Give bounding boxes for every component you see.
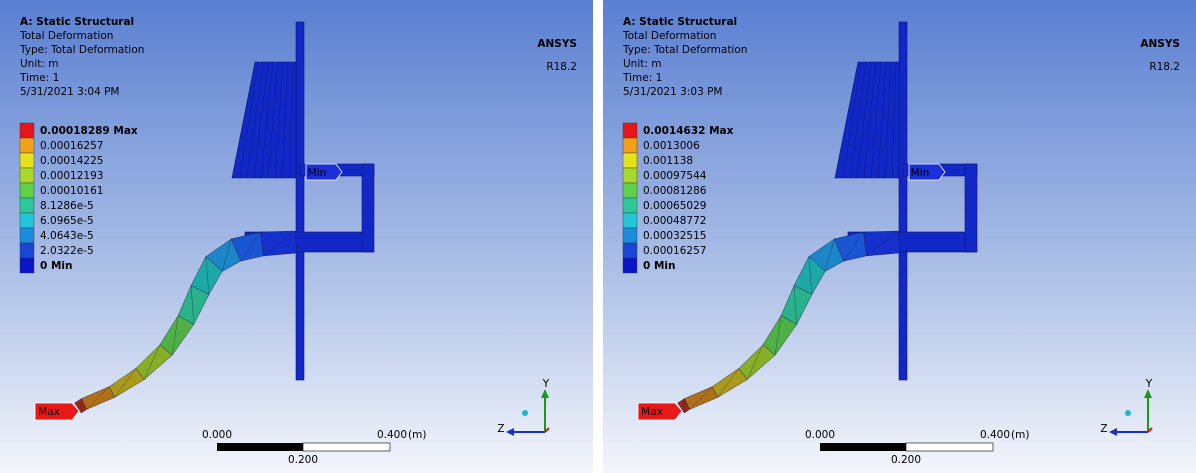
triad-origin <box>522 410 528 416</box>
legend-swatch <box>20 213 34 228</box>
arm-segment <box>260 231 296 256</box>
legend-label: 0.00014225 <box>40 155 103 167</box>
legend-label: 0.00032515 <box>643 230 706 242</box>
bracket-side <box>362 164 374 252</box>
logo-name: ANSYS <box>1140 38 1180 50</box>
result-title: A: Static Structural <box>623 16 737 28</box>
scale-bar-white <box>906 443 993 451</box>
legend-label: 0.00097544 <box>643 170 707 182</box>
screenshot: A: Static Structural Total Deformation Typ… <box>0 0 1196 473</box>
logo-version: R18.2 <box>1149 61 1180 73</box>
legend-swatch <box>20 183 34 198</box>
triad-z-label: Z <box>1100 423 1107 435</box>
logo-version: R18.2 <box>546 61 577 73</box>
scale-end: 0.400 <box>377 429 407 441</box>
triad-z-label: Z <box>497 423 504 435</box>
legend-label: 0.0014632 Max <box>643 125 734 137</box>
legend-label: 0 Min <box>40 260 72 272</box>
legend-label: 8.1286e-5 <box>40 200 94 212</box>
logo-name: ANSYS <box>537 38 577 50</box>
legend-label: 0.00081286 <box>643 185 707 197</box>
legend-swatch <box>20 228 34 243</box>
scale-end: 0.400 <box>980 429 1010 441</box>
legend-label: 2.0322e-5 <box>40 245 94 257</box>
result-info: Unit: m <box>20 58 58 70</box>
legend-swatch <box>623 198 637 213</box>
legend-swatch <box>20 138 34 153</box>
page: A: Static Structural Total Deformation Typ… <box>0 0 1196 473</box>
scale-start: 0.000 <box>805 429 835 441</box>
max-tag-label: Max <box>38 406 60 418</box>
legend-swatch <box>20 198 34 213</box>
legend-swatch <box>623 258 637 273</box>
arm-segment <box>863 231 899 256</box>
result-info: Unit: m <box>623 58 661 70</box>
result-info: 5/31/2021 3:04 PM <box>20 86 119 98</box>
triad-y-label: Y <box>542 378 550 390</box>
scale-mid: 0.200 <box>891 454 921 466</box>
legend-label: 0.001138 <box>643 155 693 167</box>
legend-label: 0.00012193 <box>40 170 103 182</box>
vertical-plate <box>899 22 907 380</box>
scale-bar-white <box>303 443 390 451</box>
legend-label: 0.00010161 <box>40 185 103 197</box>
scale-bar-black <box>820 443 906 451</box>
bracket-side <box>965 164 977 252</box>
legend-label: 0.00048772 <box>643 215 706 227</box>
legend-swatch <box>623 243 637 258</box>
result-title: A: Static Structural <box>20 16 134 28</box>
legend-label: 4.0643e-5 <box>40 230 94 242</box>
scale-mid: 0.200 <box>288 454 318 466</box>
legend-label: 0.0013006 <box>643 140 700 152</box>
legend-swatch <box>623 168 637 183</box>
legend-swatch <box>20 168 34 183</box>
legend-swatch <box>20 123 34 138</box>
legend-label: 6.0965e-5 <box>40 215 94 227</box>
min-tag-label: Min <box>911 167 930 179</box>
result-panel: A: Static Structural Total Deformation Typ… <box>603 0 1196 473</box>
legend-swatch <box>623 153 637 168</box>
triad-origin <box>1125 410 1131 416</box>
legend-swatch <box>623 183 637 198</box>
result-info: Type: Total Deformation <box>19 44 144 56</box>
result-info: 5/31/2021 3:03 PM <box>623 86 722 98</box>
vertical-plate <box>296 22 304 380</box>
legend-swatch <box>623 228 637 243</box>
result-info: Total Deformation <box>19 30 113 42</box>
triad-y-label: Y <box>1145 378 1153 390</box>
legend-swatch <box>623 213 637 228</box>
legend-swatch <box>623 123 637 138</box>
legend-swatch <box>20 243 34 258</box>
legend-label: 0.00016257 <box>643 245 706 257</box>
result-info: Time: 1 <box>622 72 662 84</box>
legend-swatch <box>623 138 637 153</box>
scale-unit: (m) <box>1011 429 1029 441</box>
legend-swatch <box>20 258 34 273</box>
max-tag-label: Max <box>641 406 663 418</box>
result-info: Total Deformation <box>622 30 716 42</box>
scale-unit: (m) <box>408 429 426 441</box>
min-tag-label: Min <box>308 167 327 179</box>
legend-label: 0.00065029 <box>643 200 706 212</box>
scale-start: 0.000 <box>202 429 232 441</box>
result-panel: A: Static Structural Total Deformation Typ… <box>0 0 593 473</box>
result-info: Time: 1 <box>19 72 59 84</box>
legend-label: 0.00016257 <box>40 140 103 152</box>
result-info: Type: Total Deformation <box>622 44 747 56</box>
scale-bar-black <box>217 443 303 451</box>
legend-swatch <box>20 153 34 168</box>
legend-label: 0 Min <box>643 260 675 272</box>
legend-label: 0.00018289 Max <box>40 125 138 137</box>
